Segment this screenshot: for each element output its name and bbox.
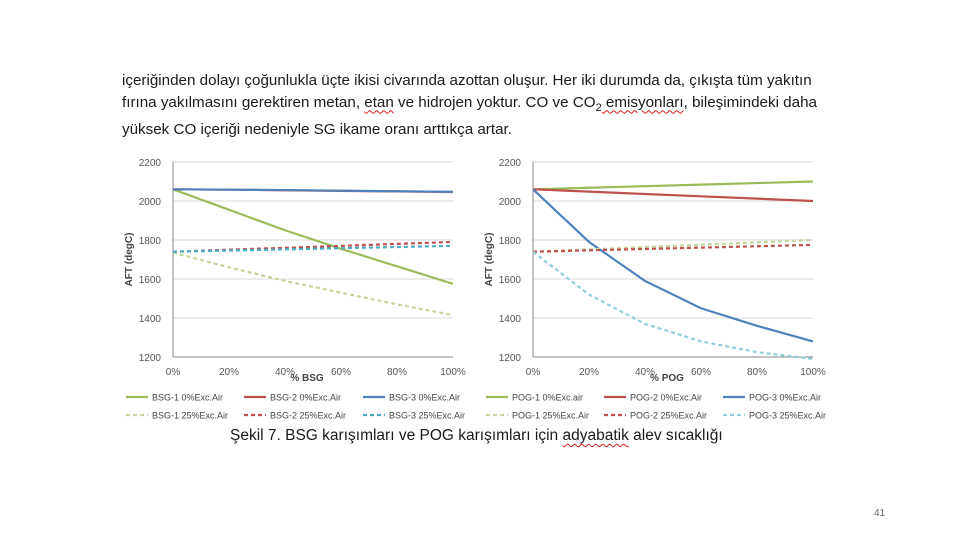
misspelled-word-emisyonlari: emisyonları [601,93,684,111]
pog-y-tick-label: 2200 [499,158,522,169]
pog-y-tick-label: 2000 [499,197,522,208]
misspelled-word-adyabatik: adyabatik [562,427,629,444]
pog-legend-label: POG-3 0%Exc.Air [749,393,821,403]
bsg-x-tick-label: 60% [331,367,351,378]
line2-part-a: fırına yakılmasını gerektiren metan, [122,93,365,111]
bsg-y-tick-label: 2000 [139,197,162,208]
bsg-legend-label: BSG-2 0%Exc.Air [270,393,341,403]
pog-y-tick-label: 1800 [499,236,522,247]
bsg-series-line-4 [172,251,454,317]
bsg-x-tick-label: 80% [387,367,407,378]
pog-legend-label: POG-3 25%Exc.Air [749,411,826,421]
pog-x-tick-label: 40% [635,367,655,378]
bsg-x-axis-label: % BSG [290,373,324,384]
bsg-series-line-3 [172,188,454,193]
bsg-chart: 1200 1400 1600 1800 2000 2200 0% 20% 40% 60% 80% 10… [118,150,473,440]
figure-caption: Şekil 7. BSG karışımları ve POG karışıml… [230,427,723,445]
bsg-series-line-6 [172,244,454,253]
bsg-y-tick-label: 1600 [139,275,162,286]
bsg-x-tick-label: 40% [275,367,295,378]
bsg-legend-label: BSG-3 0%Exc.Air [389,393,460,403]
pog-x-tick-label: 20% [579,367,599,378]
caption-part-a: Şekil 7. BSG karışımları ve POG karışıml… [230,427,563,444]
caption-part-b: alev sıcaklığı [628,427,723,444]
bsg-y-axis-label: AFT (degC) [124,233,135,287]
pog-legend-label: POG-2 0%Exc.Air [630,393,702,403]
bsg-y-tick-label: 2200 [139,158,162,169]
pog-series-line-2 [532,188,814,203]
body-paragraph: içeriğinden dolayı çoğunlukla üçte ikisi… [122,70,852,141]
bsg-series-line-1 [172,188,454,285]
pog-y-tick-label: 1400 [499,314,522,325]
subscript-2: 2 [595,101,602,114]
pog-legend-label: POG-1 0%Exc.air [512,393,583,403]
bsg-x-tick-label: 20% [219,367,239,378]
bsg-legend-label: BSG-1 0%Exc.Air [152,393,223,403]
pog-chart: 1200 1400 1600 1800 2000 2200 0% 20% 40% 60% 80% 10… [478,150,833,440]
pog-series-line-6 [532,250,814,361]
pog-y-tick-label: 1600 [499,275,522,286]
bsg-legend-label: BSG-2 25%Exc.Air [270,411,346,421]
bsg-x-tick-label: 0% [166,367,181,378]
pog-x-tick-label: 100% [800,367,826,378]
bsg-series-line-5 [172,240,454,253]
pog-series-line-4 [532,238,814,253]
line2-part-c: , bileşimindeki daha [683,93,817,111]
pog-x-tick-label: 60% [691,367,711,378]
line2-part-b: ve hidrojen yoktur. CO ve CO [393,93,596,111]
bsg-chart-svg: 1200 1400 1600 1800 2000 2200 0% 20% 40% 60% 80% 10… [124,158,466,421]
paragraph-line-1: içeriğinden dolayı çoğunlukla üçte ikisi… [122,72,812,89]
misspelled-word-etan: etan [364,93,394,111]
pog-legend-label: POG-1 25%Exc.Air [512,411,589,421]
bsg-y-tick-label: 1400 [139,314,162,325]
pog-y-tick-label: 1200 [499,353,522,364]
bsg-x-tick-label: 100% [440,367,466,378]
pog-y-axis-label: AFT (degC) [484,233,495,287]
pog-chart-svg: 1200 1400 1600 1800 2000 2200 0% 20% 40% 60% 80% 10… [484,158,826,421]
pog-series-line-5 [532,243,814,253]
pog-series-line-1 [532,180,814,191]
page-number: 41 [874,508,886,519]
bsg-y-tick-label: 1800 [139,236,162,247]
pog-x-tick-label: 0% [526,367,541,378]
bsg-legend-label: BSG-1 25%Exc.Air [152,411,228,421]
paragraph-line-3: yüksek CO içeriği nedeniyle SG ikame ora… [122,121,512,139]
bsg-legend-label: BSG-3 25%Exc.Air [389,411,465,421]
pog-series-line-3 [532,188,814,343]
pog-legend-label: POG-2 25%Exc.Air [630,411,707,421]
pog-x-tick-label: 80% [747,367,767,378]
bsg-y-tick-label: 1200 [139,353,162,364]
paragraph-line-2: fırına yakılmasını gerektiren metan, eta… [122,92,852,120]
pog-x-axis-label: % POG [650,373,684,384]
